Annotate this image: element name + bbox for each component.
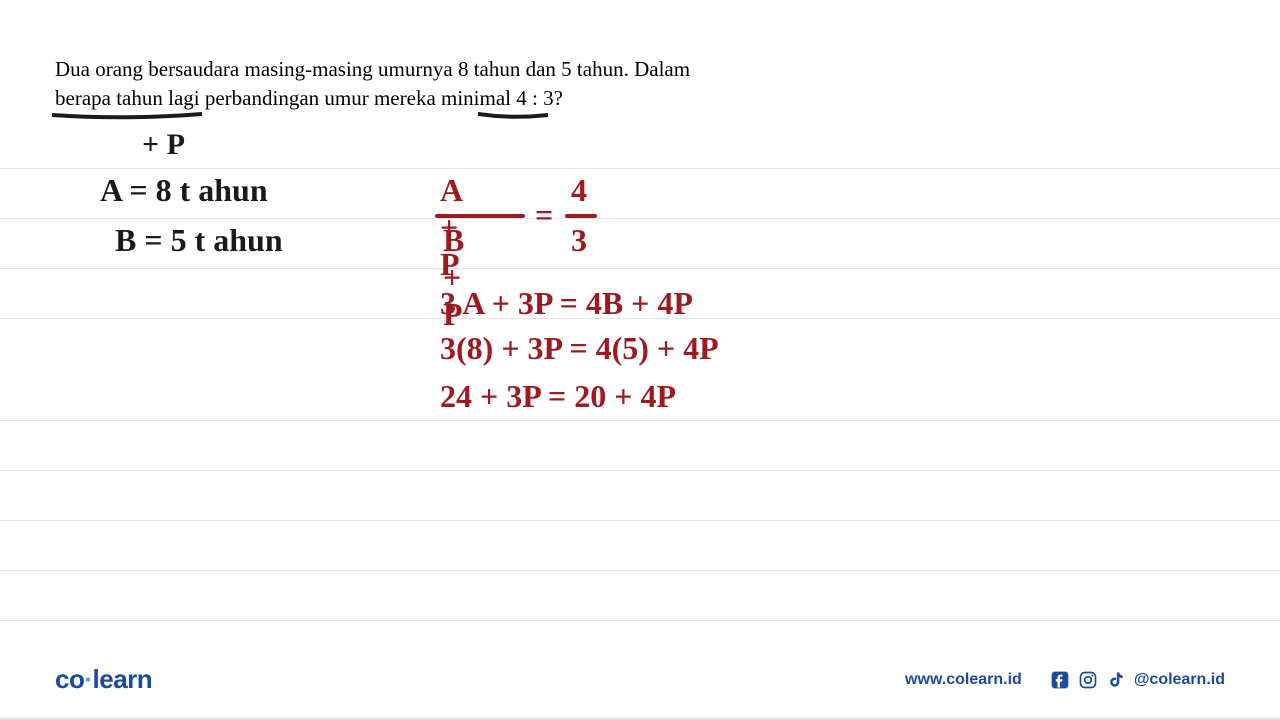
social-icons: @colearn.id xyxy=(1050,670,1225,690)
social-handle: @colearn.id xyxy=(1134,671,1225,689)
question-line-1: Dua orang bersaudara masing-masing umurn… xyxy=(55,55,1225,84)
underline-mark-right xyxy=(478,112,548,122)
facebook-icon xyxy=(1050,670,1070,690)
logo-dot: · xyxy=(84,664,92,694)
logo-text-learn: learn xyxy=(93,664,153,694)
hw-equation-3: 24 + 3P = 20 + 4P xyxy=(440,378,676,415)
underline-mark-left xyxy=(52,112,202,122)
bottom-shadow xyxy=(0,716,1280,720)
instagram-icon xyxy=(1078,670,1098,690)
tiktok-icon xyxy=(1106,670,1126,690)
content-area: Dua orang bersaudara masing-masing umurn… xyxy=(55,55,1225,114)
fraction-bar-right xyxy=(565,214,597,218)
footer-right: www.colearn.id @colearn.id xyxy=(905,670,1225,690)
fraction-numerator-right: 4 xyxy=(571,172,587,209)
hw-plus-p: + P xyxy=(142,128,185,162)
hw-b-equals: B = 5 t ahun xyxy=(115,222,283,259)
fraction-bar-left xyxy=(435,214,525,218)
hw-equation-2: 3(8) + 3P = 4(5) + 4P xyxy=(440,330,719,367)
footer: co·learn www.colearn.id @colearn.id xyxy=(0,664,1280,695)
hw-a-equals: A = 8 t ahun xyxy=(100,172,268,209)
website-url: www.colearn.id xyxy=(905,671,1022,689)
logo-text-co: co xyxy=(55,664,84,694)
fraction-equals: = xyxy=(535,197,553,234)
fraction-denominator-right: 3 xyxy=(571,222,587,259)
colearn-logo: co·learn xyxy=(55,664,152,695)
question-line-2: berapa tahun lagi perbandingan umur mere… xyxy=(55,84,1225,113)
hw-equation-1: 3 A + 3P = 4B + 4P xyxy=(440,285,693,322)
